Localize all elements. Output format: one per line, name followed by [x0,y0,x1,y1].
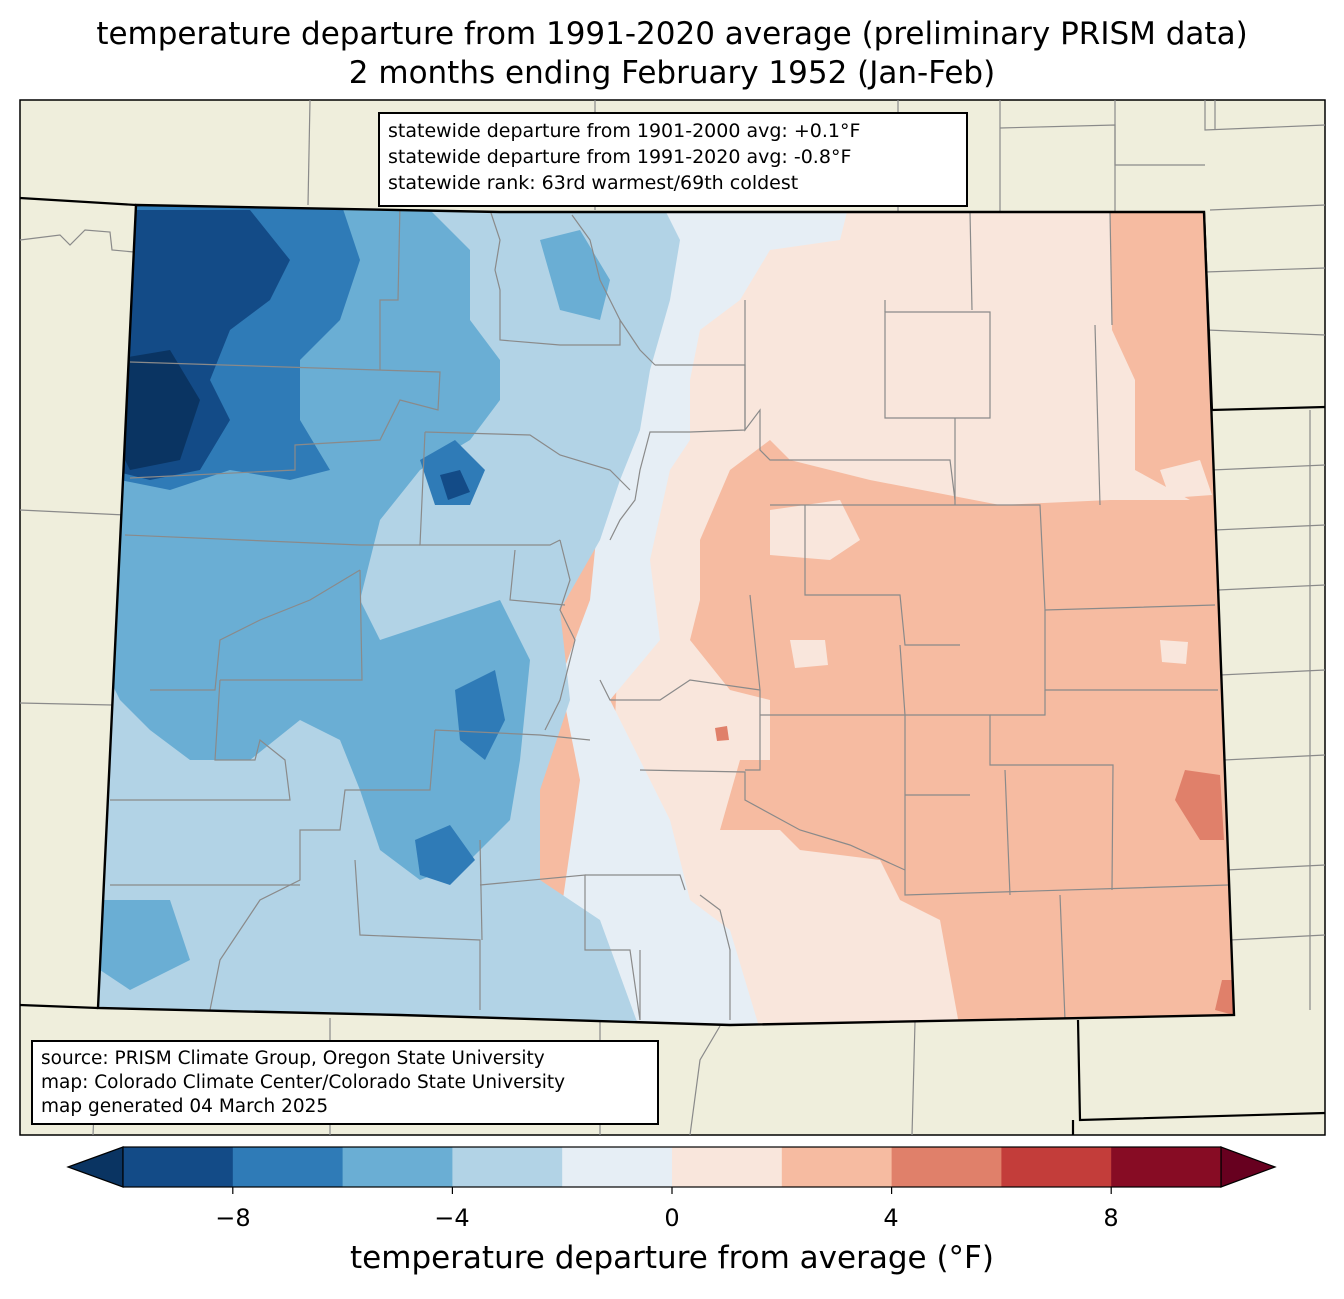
zone-minus2-to-0 [540,205,850,1025]
zone-below-minus10 [110,350,200,470]
colorbar-bin [781,1147,893,1187]
colorbar-bin [232,1147,344,1187]
source-credit: source: PRISM Climate Group, Oregon Stat… [41,1048,545,1069]
colorbar-bin [1001,1147,1112,1187]
colorbar-tick-label: 4 [883,1204,899,1232]
source-credits-box: source: PRISM Climate Group, Oregon Stat… [31,1040,659,1125]
colorbar-bin [891,1147,1002,1187]
colorbar [66,1146,1277,1194]
zone-minus6-to-minus4 [100,900,190,990]
zone-0-to-2 [1160,460,1212,498]
colorbar-bin [672,1147,783,1187]
zone-4-to-6 [715,726,729,741]
colorbar-under-extension [66,1146,124,1188]
zone-4-to-6 [1175,770,1224,840]
colorado-border [96,203,1236,1027]
colorbar-tick-label: −4 [434,1204,470,1232]
map-credit: map: Colorado Climate Center/Colorado St… [41,1072,566,1093]
map-title-line1: temperature departure from 1991-2020 ave… [96,16,1248,52]
zone-minus10-to-minus8 [440,470,470,500]
colorbar-bin [1111,1147,1222,1187]
county-lines [110,205,1229,1021]
colorbar-bin [342,1147,453,1187]
stat-departure-1991-2020: statewide departure from 1991-2020 avg: … [388,146,852,168]
zone-minus6-to-minus4 [540,230,610,320]
zone-0-to-2 [600,205,1190,1025]
colorbar-tick-label: 0 [664,1204,680,1232]
zone-0-to-2 [770,500,860,560]
zone-0-to-2 [1160,640,1188,664]
stat-rank: statewide rank: 63rd warmest/69th coldes… [388,172,799,194]
map-title-line2: 2 months ending February 1952 (Jan-Feb) [348,55,996,91]
zone-0-to-2 [790,640,828,668]
map-generated-date: map generated 04 March 2025 [41,1096,329,1117]
colorbar-bin [452,1147,563,1187]
colorbar-label: temperature departure from average (°F) [350,1240,994,1276]
colorbar-bin [123,1147,234,1187]
zone-4-to-6 [1215,980,1234,1015]
colorbar-tick-label: −8 [215,1204,251,1232]
zone-minus8-to-minus6 [455,670,505,760]
colorbar-bin [562,1147,673,1187]
colorbar-over-extension [1220,1146,1277,1188]
stat-departure-1901-2000: statewide departure from 1901-2000 avg: … [388,120,861,142]
colorbar-tick-label: 8 [1103,1204,1119,1232]
zone-minus8-to-minus6 [415,825,475,885]
neighbor-county-lines [19,99,1326,1136]
statewide-stats-box: statewide departure from 1901-2000 avg: … [378,112,968,207]
temperature-field [98,205,1234,1025]
